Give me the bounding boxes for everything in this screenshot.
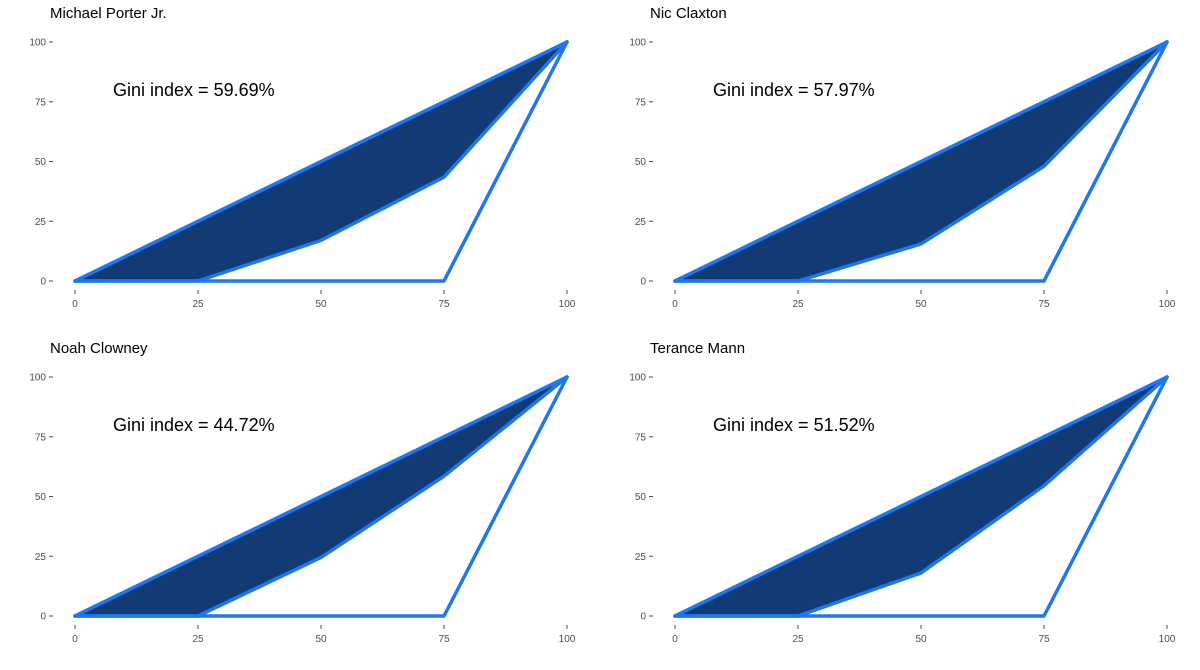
lorenz-curve bbox=[673, 40, 1169, 283]
y-tick-label: 50 bbox=[635, 157, 647, 168]
gini-annotation: Gini index = 44.72% bbox=[113, 415, 275, 436]
gini-annotation: Gini index = 57.97% bbox=[713, 80, 875, 101]
x-tick-label: 0 bbox=[672, 634, 678, 645]
chart-panel-nic-claxton: 0 25 50 75 100 0 25 50 75 100 Nic Claxton Gini in… bbox=[610, 0, 1200, 330]
y-tick-label: 50 bbox=[35, 492, 47, 503]
lorenz-plot: 0 25 50 75 100 0 25 50 75 100 bbox=[29, 373, 576, 646]
x-tick-label: 75 bbox=[1038, 299, 1050, 310]
gini-label: Gini index = bbox=[713, 80, 814, 100]
y-tick-label: 25 bbox=[35, 552, 47, 563]
panel-title: Terance Mann bbox=[650, 340, 746, 357]
x-tick-label: 75 bbox=[1038, 634, 1050, 645]
gini-label: Gini index = bbox=[113, 415, 214, 435]
gini-value: 59.69% bbox=[213, 80, 275, 100]
x-tick-label: 75 bbox=[438, 634, 450, 645]
x-tick-label: 100 bbox=[1159, 299, 1176, 310]
x-tick-label: 25 bbox=[792, 634, 804, 645]
x-tick-label: 25 bbox=[192, 634, 204, 645]
lorenz-plot: 0 25 50 75 100 0 25 50 75 100 bbox=[29, 38, 576, 311]
x-tick-label: 0 bbox=[672, 299, 678, 310]
lorenz-curve bbox=[73, 375, 569, 618]
gini-annotation: Gini index = 51.52% bbox=[713, 415, 875, 436]
x-tick-label: 0 bbox=[72, 299, 78, 310]
chart-panel-terance-mann: 0 25 50 75 100 0 25 50 75 100 Terance Mann Gini i… bbox=[610, 335, 1200, 665]
y-tick-label: 100 bbox=[629, 373, 646, 384]
gini-value: 44.72% bbox=[213, 415, 275, 435]
panel-title: Michael Porter Jr. bbox=[50, 5, 167, 22]
chart-panel-noah-clowney: 0 25 50 75 100 0 25 50 75 100 Noah Clowney Gini i… bbox=[10, 335, 600, 665]
lorenz-plot: 0 25 50 75 100 0 25 50 75 100 bbox=[629, 373, 1176, 646]
y-tick-label: 0 bbox=[40, 277, 46, 288]
gini-value: 57.97% bbox=[813, 80, 875, 100]
x-tick-label: 50 bbox=[915, 634, 927, 645]
equality-line bbox=[73, 375, 569, 618]
x-tick-label: 75 bbox=[438, 299, 450, 310]
panel-title: Noah Clowney bbox=[50, 340, 148, 357]
y-tick-label: 25 bbox=[35, 217, 47, 228]
y-tick-label: 100 bbox=[629, 38, 646, 49]
y-tick-label: 50 bbox=[35, 157, 47, 168]
gini-label: Gini index = bbox=[113, 80, 214, 100]
y-tick-label: 0 bbox=[40, 612, 46, 623]
y-tick-label: 100 bbox=[29, 373, 46, 384]
panel-title: Nic Claxton bbox=[650, 5, 727, 22]
y-tick-label: 25 bbox=[635, 217, 647, 228]
equality-line bbox=[673, 375, 1169, 618]
x-tick-label: 100 bbox=[559, 634, 576, 645]
gini-label: Gini index = bbox=[713, 415, 814, 435]
x-tick-label: 50 bbox=[315, 299, 327, 310]
y-tick-label: 75 bbox=[35, 432, 47, 443]
y-tick-label: 0 bbox=[640, 612, 646, 623]
x-tick-label: 50 bbox=[915, 299, 927, 310]
x-tick-label: 100 bbox=[559, 299, 576, 310]
y-tick-label: 100 bbox=[29, 38, 46, 49]
y-tick-label: 0 bbox=[640, 277, 646, 288]
x-tick-label: 0 bbox=[72, 634, 78, 645]
y-tick-label: 50 bbox=[635, 492, 647, 503]
equality-line bbox=[73, 40, 569, 283]
gini-annotation: Gini index = 59.69% bbox=[113, 80, 275, 101]
y-tick-label: 75 bbox=[35, 97, 47, 108]
x-tick-label: 25 bbox=[192, 299, 204, 310]
gini-value: 51.52% bbox=[813, 415, 875, 435]
lorenz-curve bbox=[73, 40, 569, 283]
y-tick-label: 75 bbox=[635, 432, 647, 443]
y-tick-label: 25 bbox=[635, 552, 647, 563]
x-tick-label: 25 bbox=[792, 299, 804, 310]
chart-panel-michael-porter-jr: 0 25 50 75 100 0 25 50 75 100 Michael Porter Jr. … bbox=[10, 0, 600, 330]
y-tick-label: 75 bbox=[635, 97, 647, 108]
lorenz-plot: 0 25 50 75 100 0 25 50 75 100 bbox=[629, 38, 1176, 311]
x-tick-label: 100 bbox=[1159, 634, 1176, 645]
equality-line bbox=[673, 40, 1169, 283]
lorenz-curve bbox=[673, 375, 1169, 618]
x-tick-label: 50 bbox=[315, 634, 327, 645]
